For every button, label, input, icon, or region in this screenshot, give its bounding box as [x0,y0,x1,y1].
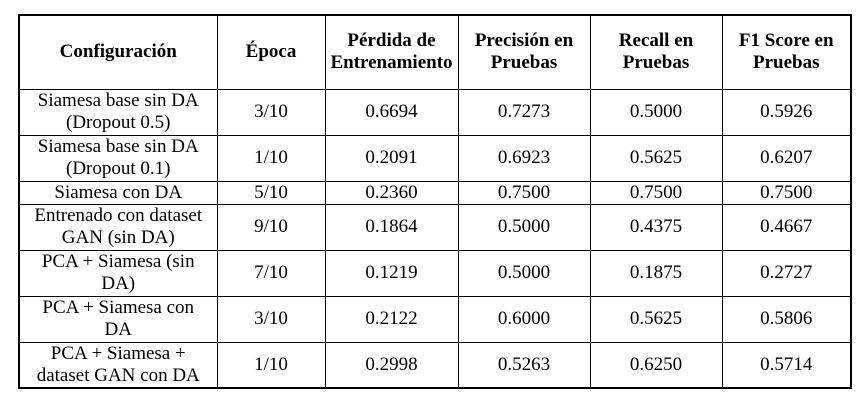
col-header-configuracion: Configuración [18,14,218,90]
cell-epoca: 9/10 [216,203,326,251]
cell-recall: 0.4375 [589,203,723,251]
cell-recall: 0.5625 [589,295,723,343]
col-header-precision-pruebas: Precisión en Pruebas [457,14,591,90]
cell-epoca: 3/10 [216,295,326,343]
cell-epoca: 1/10 [216,134,326,182]
cell-configuracion: PCA + Siamesa (sin DA) [18,249,218,297]
cell-configuracion: Siamesa base sin DA (Dropout 0.5) [18,88,218,136]
cell-perdida: 0.6694 [324,88,459,136]
cell-precision: 0.5000 [457,203,591,251]
cell-configuracion: Siamesa con DA [18,180,218,205]
table-row: Entrenado con dataset GAN (sin DA) 9/10 … [18,203,852,251]
cell-epoca: 5/10 [216,180,326,205]
results-table: Configuración Época Pérdida de Entrenami… [18,14,852,389]
cell-f1: 0.5806 [721,295,852,343]
cell-perdida: 0.2091 [324,134,459,182]
cell-f1: 0.4667 [721,203,852,251]
cell-precision: 0.6923 [457,134,591,182]
cell-precision: 0.5000 [457,249,591,297]
table-row: PCA + Siamesa con DA 3/10 0.2122 0.6000 … [18,295,852,343]
cell-f1: 0.7500 [721,180,852,205]
cell-configuracion: Entrenado con dataset GAN (sin DA) [18,203,218,251]
cell-recall: 0.5625 [589,134,723,182]
table-row: Siamesa base sin DA (Dropout 0.5) 3/10 0… [18,88,852,136]
cell-f1: 0.2727 [721,249,852,297]
col-header-perdida-entrenamiento: Pérdida de Entrenamiento [324,14,459,90]
col-header-epoca: Época [216,14,326,90]
results-table-container: Configuración Época Pérdida de Entrenami… [18,14,852,389]
table-row: Siamesa con DA 5/10 0.2360 0.7500 0.7500… [18,180,852,205]
table-body: Siamesa base sin DA (Dropout 0.5) 3/10 0… [18,88,852,389]
cell-epoca: 3/10 [216,88,326,136]
cell-configuracion: PCA + Siamesa con DA [18,295,218,343]
cell-perdida: 0.1864 [324,203,459,251]
cell-recall: 0.6250 [589,341,723,389]
col-header-recall-pruebas: Recall en Pruebas [589,14,723,90]
cell-recall: 0.1875 [589,249,723,297]
cell-epoca: 1/10 [216,341,326,389]
cell-perdida: 0.2122 [324,295,459,343]
cell-precision: 0.7500 [457,180,591,205]
cell-f1: 0.5926 [721,88,852,136]
cell-perdida: 0.1219 [324,249,459,297]
table-row: PCA + Siamesa + dataset GAN con DA 1/10 … [18,341,852,389]
cell-f1: 0.5714 [721,341,852,389]
cell-perdida: 0.2360 [324,180,459,205]
cell-epoca: 7/10 [216,249,326,297]
cell-f1: 0.6207 [721,134,852,182]
cell-recall: 0.7500 [589,180,723,205]
table-header: Configuración Época Pérdida de Entrenami… [18,14,852,90]
table-row: Siamesa base sin DA (Dropout 0.1) 1/10 0… [18,134,852,182]
cell-configuracion: PCA + Siamesa + dataset GAN con DA [18,341,218,389]
cell-precision: 0.7273 [457,88,591,136]
col-header-f1-pruebas: F1 Score en Pruebas [721,14,852,90]
table-row: PCA + Siamesa (sin DA) 7/10 0.1219 0.500… [18,249,852,297]
cell-precision: 0.6000 [457,295,591,343]
cell-recall: 0.5000 [589,88,723,136]
cell-configuracion: Siamesa base sin DA (Dropout 0.1) [18,134,218,182]
cell-perdida: 0.2998 [324,341,459,389]
cell-precision: 0.5263 [457,341,591,389]
header-row: Configuración Época Pérdida de Entrenami… [18,14,852,90]
